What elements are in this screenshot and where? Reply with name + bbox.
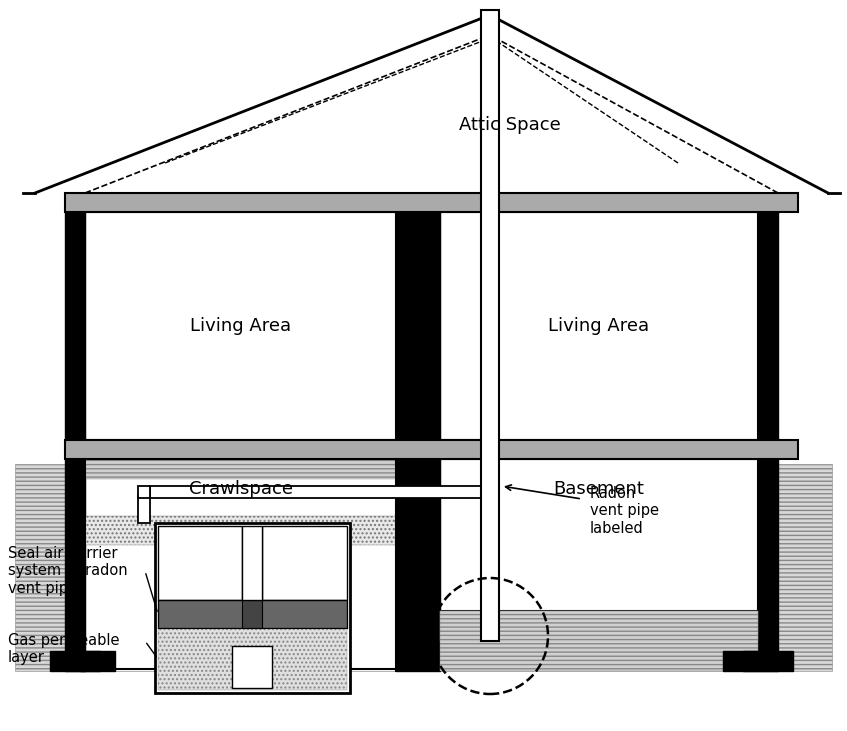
Bar — [65, 440, 798, 459]
Bar — [440, 611, 758, 641]
Text: Seal air barrier
system to radon
vent pipe: Seal air barrier system to radon vent pi… — [8, 546, 128, 596]
Bar — [440, 212, 758, 440]
Text: Radon
vent pipe
labeled: Radon vent pipe labeled — [590, 486, 659, 536]
Text: Gas permeable
layer: Gas permeable layer — [8, 633, 119, 665]
Bar — [242, 600, 262, 628]
Bar — [65, 440, 85, 671]
Bar — [85, 479, 396, 671]
Bar — [396, 440, 440, 671]
Bar — [80, 651, 115, 671]
Bar — [396, 193, 440, 440]
Bar — [232, 646, 272, 688]
Bar — [723, 651, 758, 671]
Bar — [138, 486, 150, 498]
Bar — [778, 464, 832, 671]
Text: Living Area: Living Area — [549, 317, 650, 335]
Bar — [85, 212, 396, 440]
Text: Living Area: Living Area — [190, 317, 291, 335]
Bar — [158, 600, 347, 628]
Bar — [158, 628, 347, 690]
Bar — [743, 651, 793, 671]
Bar — [85, 459, 396, 479]
Bar — [242, 526, 262, 600]
Bar — [85, 516, 396, 545]
Bar — [65, 193, 85, 440]
Bar — [85, 469, 396, 671]
Bar — [758, 193, 778, 440]
Bar — [481, 10, 499, 641]
Bar — [50, 651, 100, 671]
Bar — [262, 526, 347, 600]
Text: Basement: Basement — [554, 480, 645, 498]
Bar — [15, 464, 65, 671]
Bar — [150, 486, 481, 498]
Bar — [65, 193, 798, 212]
Bar — [758, 440, 778, 671]
Bar — [158, 526, 242, 600]
Bar — [155, 523, 350, 693]
Bar — [440, 459, 758, 611]
Text: Crawlspace: Crawlspace — [189, 480, 292, 498]
Bar — [440, 611, 758, 671]
Bar — [138, 495, 150, 523]
Text: Attic Space: Attic Space — [459, 116, 561, 135]
Bar — [440, 641, 758, 671]
